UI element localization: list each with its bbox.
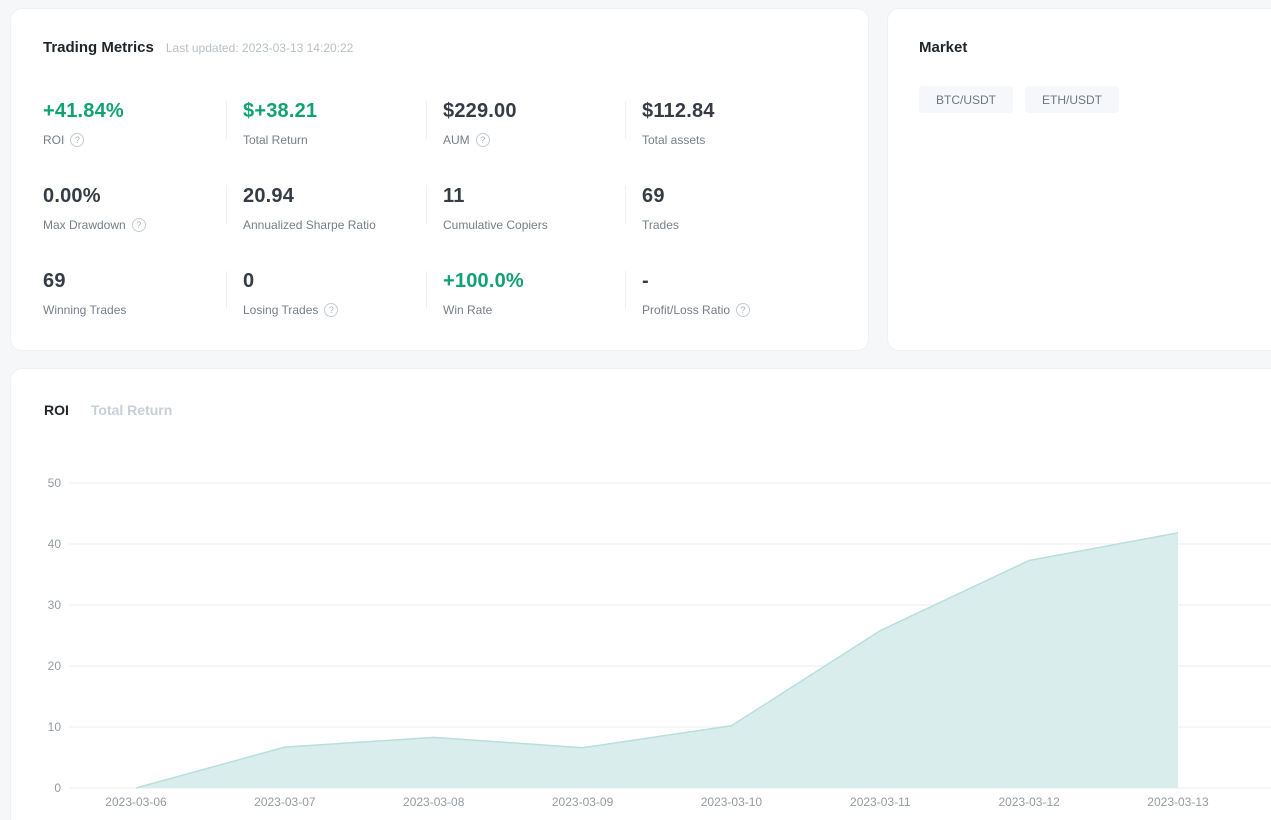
metric-win-rate: +100.0% Win Rate? [426,268,642,353]
trading-metrics-title: Trading Metrics [43,39,154,56]
roi-area-chart: 0 10 20 30 40 50 2023-03-06 2023-03-07 2023-03-0… [48,476,1271,809]
pair-chip-btc-usdt[interactable]: BTC/USDT [919,86,1013,113]
tab-total-return[interactable]: Total Return [90,402,173,418]
metric-cumulative-copiers: 11 Cumulative Copiers? [426,183,642,268]
metrics-grid: +41.84% ROI? $+38.21 Total Return? $229.… [43,98,868,353]
svg-text:2023-03-09: 2023-03-09 [552,795,614,809]
metric-label: Total assets [642,133,706,147]
metric-value: 11 [443,185,465,207]
metric-max-drawdown: 0.00% Max Drawdown? [43,183,243,268]
pair-chip-eth-usdt[interactable]: ETH/USDT [1025,86,1119,113]
svg-text:2023-03-07: 2023-03-07 [254,795,316,809]
svg-text:2023-03-12: 2023-03-12 [998,795,1060,809]
metric-label: Total Return [243,133,308,147]
tab-roi[interactable]: ROI [44,402,69,418]
svg-text:2023-03-06: 2023-03-06 [105,795,167,809]
metric-label: Max Drawdown [43,218,126,232]
chart-tabs: ROI Total Return [44,402,194,418]
svg-text:30: 30 [48,598,62,612]
metric-label: Win Rate [443,303,493,317]
market-card: Market BTC/USDT ETH/USDT [887,8,1271,351]
svg-text:2023-03-10: 2023-03-10 [701,795,763,809]
metric-trades: 69 Trades? [625,183,868,268]
help-icon[interactable]: ? [131,218,146,232]
svg-text:0: 0 [54,781,61,795]
metric-label: Trades [642,218,679,232]
help-icon[interactable]: ? [324,303,339,317]
metric-profit-loss-ratio: - Profit/Loss Ratio? [625,268,868,353]
svg-text:2023-03-13: 2023-03-13 [1147,795,1209,809]
market-title: Market [919,39,968,56]
metric-value: - [642,270,649,292]
metric-value: 69 [642,185,665,207]
last-updated-text: Last updated: 2023-03-13 14:20:22 [165,41,354,55]
metric-aum: $229.00 AUM? [426,98,642,183]
svg-text:2023-03-08: 2023-03-08 [403,795,465,809]
roi-chart-card: ROI Total Return 0 10 20 30 40 50 2023-03-06 20… [10,368,1271,820]
metric-value: $+38.21 [243,100,318,122]
metric-value: +41.84% [43,100,124,122]
metric-losing-trades: 0 Losing Trades? [226,268,443,353]
metric-value: +100.0% [443,270,524,292]
metric-label: Profit/Loss Ratio [642,303,731,317]
metric-label: ROI [43,133,65,147]
metric-total-assets: $112.84 Total assets? [625,98,868,183]
metric-value: 69 [43,270,66,292]
metric-total-return: $+38.21 Total Return? [226,98,443,183]
metric-value: 0.00% [43,185,101,207]
svg-text:50: 50 [48,476,62,490]
market-pairs: BTC/USDT ETH/USDT [919,86,1271,113]
help-icon[interactable]: ? [475,133,490,147]
metric-value: $112.84 [642,100,715,122]
metric-label: Cumulative Copiers [443,218,548,232]
metric-winning-trades: 69 Winning Trades? [43,268,243,353]
metric-roi: +41.84% ROI? [43,98,243,183]
metric-label: Annualized Sharpe Ratio [243,218,376,232]
svg-text:10: 10 [48,720,62,734]
svg-text:2023-03-11: 2023-03-11 [850,795,911,809]
metric-value: 0 [243,270,255,292]
svg-text:40: 40 [48,537,62,551]
metric-label: AUM [443,133,470,147]
help-icon[interactable]: ? [736,303,751,317]
svg-text:20: 20 [48,659,62,673]
metric-label: Losing Trades [243,303,319,317]
trading-metrics-card: Trading Metrics Last updated: 2023-03-13… [10,8,869,351]
metric-sharpe-ratio: 20.94 Annualized Sharpe Ratio? [226,183,443,268]
help-icon[interactable]: ? [70,133,85,147]
metric-value: 20.94 [243,185,295,207]
metric-value: $229.00 [443,100,517,122]
metric-label: Winning Trades [43,303,127,317]
trading-metrics-header: Trading Metrics Last updated: 2023-03-13… [43,39,868,56]
